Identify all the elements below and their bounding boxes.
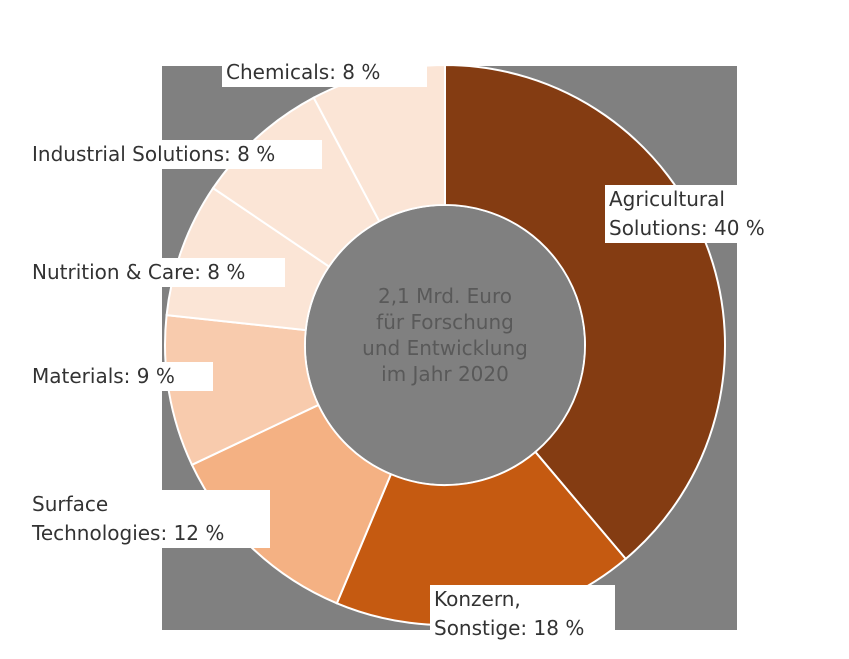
slice-label: Materials: 9 % [28, 362, 213, 391]
center-text: 2,1 Mrd. Euro für Forschung und Entwickl… [362, 284, 528, 386]
slice-label: Chemicals: 8 % [222, 58, 427, 87]
slice-label: Nutrition & Care: 8 % [28, 258, 285, 287]
slice-label: Industrial Solutions: 8 % [28, 140, 322, 169]
slice-label: Surface Technologies: 12 % [28, 490, 270, 548]
slice-label: Konzern, Sonstige: 18 % [430, 585, 615, 643]
slice-label: Agricultural Solutions: 40 % [605, 185, 785, 243]
donut-hole [306, 206, 584, 484]
